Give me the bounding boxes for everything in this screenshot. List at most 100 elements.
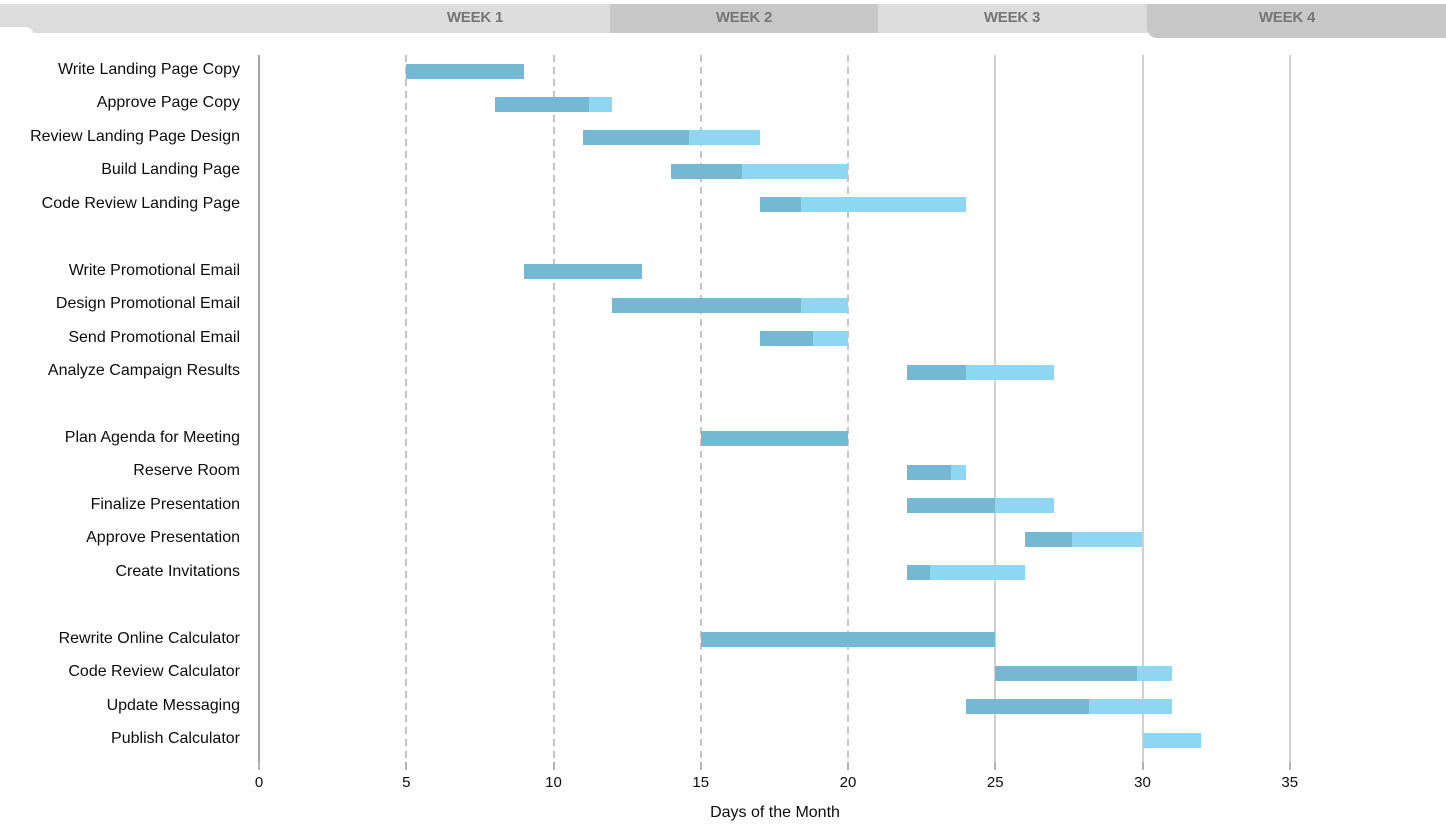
week-4-header: WEEK 4: [1258, 9, 1316, 26]
axis-tick-label-35: 35: [1281, 774, 1299, 791]
week-2-shaded-block: [610, 4, 878, 33]
gantt-bar[interactable]: [406, 63, 525, 79]
gantt-bar[interactable]: [494, 96, 613, 112]
bar-complete-segment: [906, 464, 952, 480]
bar-remaining-segment: [588, 96, 613, 112]
task-label: Publish Calculator: [111, 730, 240, 747]
gantt-bar[interactable]: [906, 498, 1055, 514]
gridline-day-20: [847, 55, 849, 762]
bar-remaining-segment: [1142, 732, 1202, 748]
week-4-shaded-block: [1147, 4, 1446, 38]
gantt-bar[interactable]: [906, 464, 966, 480]
task-label: Create Invitations: [115, 562, 240, 580]
task-label: Analyze Campaign Results: [47, 362, 240, 380]
bar-remaining-segment: [812, 331, 848, 347]
gantt-bar[interactable]: [1142, 732, 1202, 748]
bar-remaining-segment: [995, 498, 1055, 514]
task-label: Code Review Landing Page: [41, 194, 240, 212]
bar-complete-segment: [906, 498, 996, 514]
gantt-bar[interactable]: [524, 264, 642, 280]
gridline-day-5: [405, 55, 408, 762]
gantt-bar[interactable]: [671, 163, 848, 179]
gantt-bar[interactable]: [906, 364, 1055, 380]
axis-tick-day-10: [552, 762, 555, 770]
bar-complete-segment: [995, 665, 1137, 681]
bar-complete-segment: [524, 264, 642, 280]
plot-corner-tab: [0, 27, 34, 44]
gridline-day-25: [994, 55, 997, 762]
axis-tick-day-0: [258, 762, 260, 770]
bar-complete-segment: [700, 632, 996, 648]
gantt-bar[interactable]: [995, 665, 1172, 681]
gridline-day-10: [552, 55, 555, 762]
gantt-bar[interactable]: [759, 331, 848, 347]
bar-remaining-segment: [800, 297, 848, 313]
bar-remaining-segment: [1089, 699, 1172, 715]
bar-complete-segment: [759, 197, 801, 213]
axis-tick-day-20: [847, 762, 849, 770]
bar-remaining-segment: [965, 364, 1055, 380]
task-label: Send Promotional Email: [68, 328, 240, 346]
gridline-day-35: [1288, 55, 1291, 762]
week-3-header: WEEK 3: [983, 9, 1041, 26]
bar-remaining-segment: [930, 565, 1025, 581]
bar-remaining-segment: [741, 163, 848, 179]
task-label: Plan Agenda for Meeting: [64, 428, 240, 446]
week-2-header: WEEK 2: [715, 9, 773, 26]
gantt-bar[interactable]: [612, 297, 848, 313]
bar-remaining-segment: [1071, 531, 1143, 547]
bar-remaining-segment: [688, 130, 760, 146]
task-label: Write Promotional Email: [68, 261, 240, 279]
bar-complete-segment: [906, 364, 966, 380]
bar-complete-segment: [612, 297, 801, 313]
bar-remaining-segment: [951, 464, 966, 480]
bar-complete-segment: [1024, 531, 1072, 547]
task-label: Approve Page Copy: [96, 94, 240, 112]
gantt-bar[interactable]: [582, 130, 760, 146]
axis-tick-label-10: 10: [545, 774, 562, 791]
bar-complete-segment: [906, 565, 931, 581]
task-label: Rewrite Online Calculator: [58, 629, 240, 647]
task-label: Code Review Calculator: [68, 663, 240, 681]
week-header-strip: WEEK 1 WEEK 2 WEEK 3 WEEK 4: [0, 4, 1446, 38]
gantt-bar[interactable]: [965, 699, 1172, 715]
bar-complete-segment: [494, 96, 589, 112]
axis-tick-label-5: 5: [402, 774, 411, 791]
gridline-day-30: [1141, 55, 1144, 762]
task-label: Update Messaging: [106, 696, 240, 714]
axis-tick-label-15: 15: [692, 774, 710, 791]
bar-remaining-segment: [800, 197, 966, 213]
axis-tick-label-30: 30: [1134, 774, 1151, 791]
bar-complete-segment: [582, 130, 689, 146]
task-label: Reserve Room: [133, 462, 240, 480]
x-axis-title: Days of the Month: [710, 804, 840, 821]
axis-tick-day-25: [994, 762, 997, 770]
axis-tick-day-15: [699, 762, 702, 770]
gantt-bar[interactable]: [1024, 531, 1143, 547]
bar-complete-segment: [700, 431, 848, 447]
gantt-bar[interactable]: [700, 431, 848, 447]
gantt-bar[interactable]: [759, 197, 966, 213]
bar-complete-segment: [965, 699, 1090, 715]
gantt-bar[interactable]: [906, 565, 1025, 581]
task-label: Approve Presentation: [86, 529, 240, 547]
axis-tick-label-0: 0: [254, 774, 264, 791]
axis-tick-label-20: 20: [839, 774, 857, 791]
axis-tick-label-25: 25: [986, 774, 1004, 791]
task-label: Design Promotional Email: [55, 295, 240, 313]
axis-tick-day-5: [405, 762, 408, 770]
gridline-day-0: [258, 55, 260, 762]
bar-complete-segment: [671, 163, 742, 179]
gantt-bar[interactable]: [700, 632, 996, 648]
task-label: Write Landing Page Copy: [57, 61, 240, 78]
gridline-day-15: [699, 55, 702, 762]
axis-tick-day-30: [1141, 762, 1144, 770]
bar-complete-segment: [406, 63, 525, 79]
bar-complete-segment: [759, 331, 813, 347]
axis-tick-day-35: [1288, 762, 1291, 770]
task-label: Finalize Presentation: [90, 495, 240, 513]
week-1-header: WEEK 1: [446, 9, 504, 26]
task-label: Review Landing Page Design: [30, 127, 240, 145]
